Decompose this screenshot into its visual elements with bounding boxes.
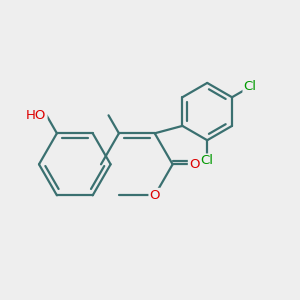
Text: Cl: Cl (201, 154, 214, 167)
Text: Cl: Cl (244, 80, 256, 93)
Text: O: O (189, 158, 200, 171)
Text: O: O (149, 189, 160, 202)
Text: HO: HO (26, 109, 46, 122)
